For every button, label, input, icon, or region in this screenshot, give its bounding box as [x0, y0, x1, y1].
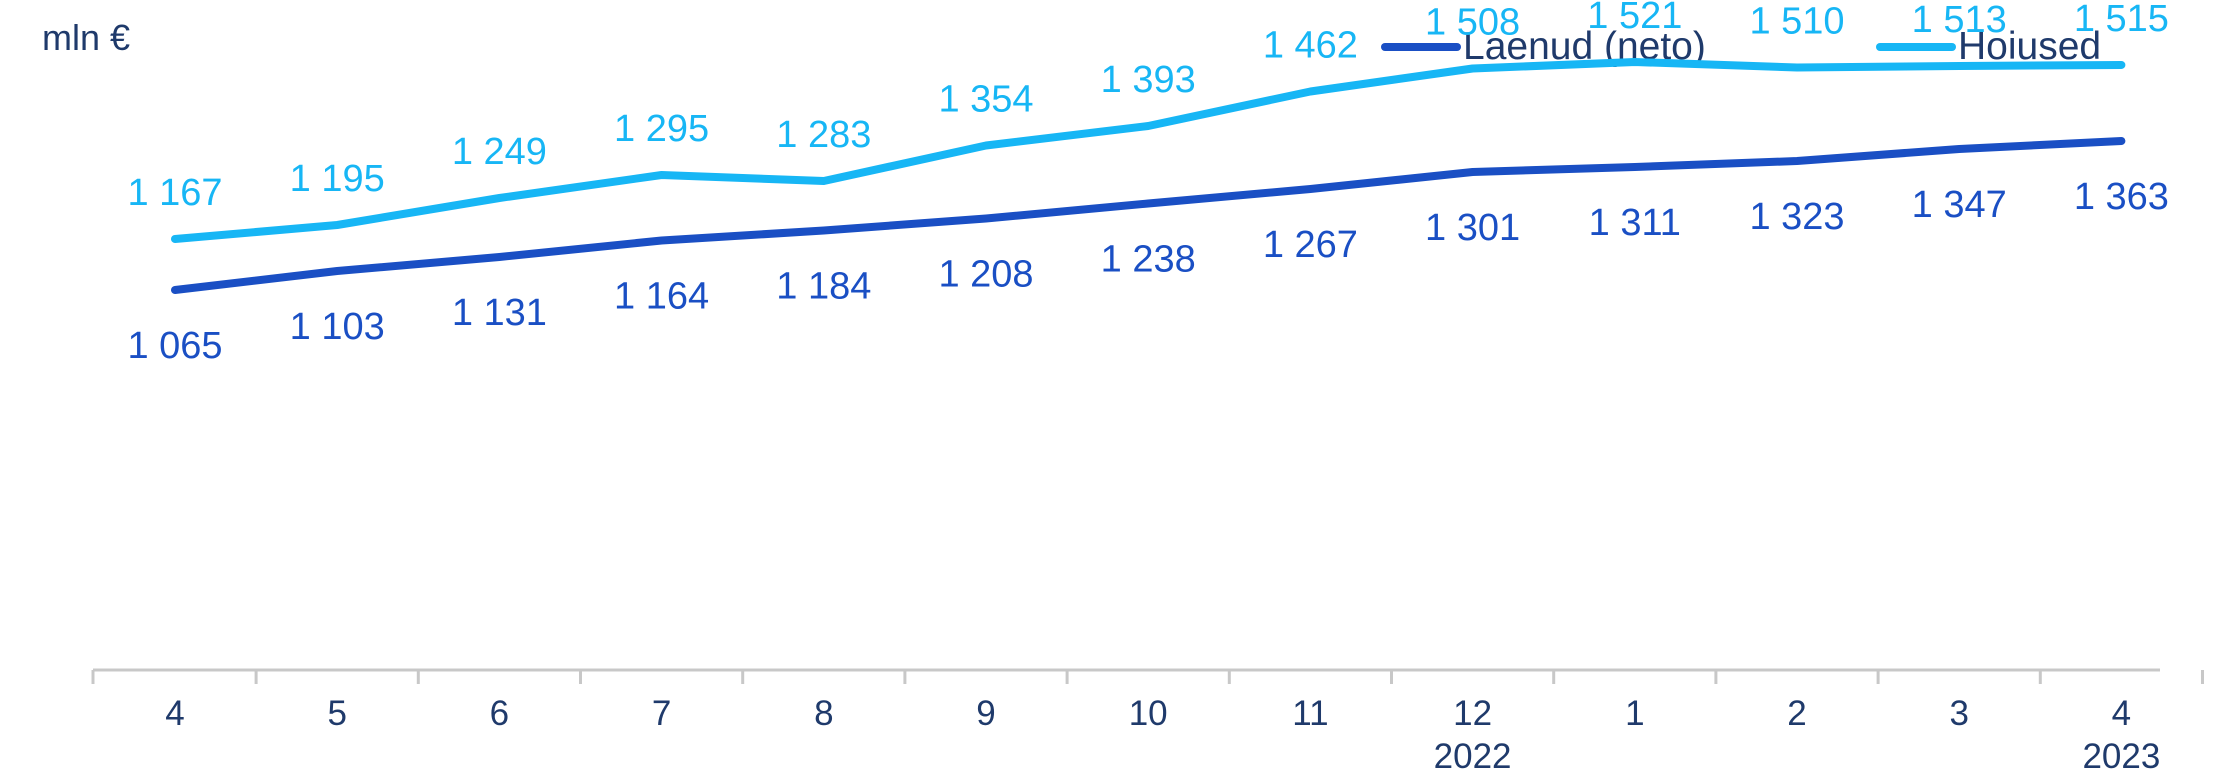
data-label: 1 103 [290, 306, 385, 348]
year-label: 2023 [2082, 737, 2160, 770]
data-label: 1 283 [776, 114, 871, 156]
data-label: 1 164 [614, 276, 709, 318]
data-label: 1 323 [1749, 196, 1844, 238]
x-tick-label: 8 [814, 694, 833, 733]
x-tick-label: 4 [2112, 694, 2131, 733]
x-tick-label: 11 [1292, 694, 1328, 733]
data-label: 1 238 [1101, 239, 1196, 281]
data-label: 1 167 [127, 172, 222, 214]
series-lines [171, 58, 2126, 294]
x-tick-label: 6 [490, 694, 509, 733]
data-label: 1 521 [1587, 0, 1682, 37]
data-label: 1 347 [1912, 184, 2007, 226]
data-label: 1 301 [1425, 207, 1520, 249]
legend-label: Hoiused [1958, 25, 2101, 68]
data-label: 1 515 [2074, 0, 2169, 40]
data-label: 1 393 [1101, 59, 1196, 101]
data-label: 1 295 [614, 108, 709, 150]
data-label: 1 508 [1425, 2, 1520, 44]
series-line-1 [171, 58, 2126, 243]
data-label: 1 184 [776, 266, 871, 308]
data-label: 1 195 [290, 158, 385, 200]
data-label: 1 462 [1263, 25, 1358, 67]
x-tick-label: 4 [165, 694, 184, 733]
series-line-0 [171, 137, 2126, 294]
data-label: 1 513 [1912, 0, 2007, 41]
x-tick-label: 10 [1129, 694, 1168, 733]
data-label: 1 311 [1589, 202, 1681, 244]
data-label: 1 208 [938, 254, 1033, 296]
x-tick-label: 12 [1453, 694, 1492, 733]
data-label: 1 510 [1749, 1, 1844, 43]
data-label: 1 363 [2074, 176, 2169, 218]
data-label: 1 131 [452, 292, 547, 334]
x-tick-label: 9 [976, 694, 995, 733]
data-label: 1 249 [452, 131, 547, 173]
data-label: 1 354 [938, 79, 1033, 121]
x-tick-label: 1 [1625, 694, 1644, 733]
data-labels: 1 065 1 103 1 131 1 164 1 184 1 208 1 238 1 267… [127, 0, 2168, 367]
year-label: 2022 [1434, 737, 1512, 770]
data-label: 1 267 [1263, 224, 1358, 266]
x-tick-label: 2 [1787, 694, 1806, 733]
unit-label: mln € [42, 17, 130, 58]
x-tick-label: 5 [327, 694, 346, 733]
x-tick-label: 3 [1949, 694, 1968, 733]
x-tick-label: 7 [652, 694, 671, 733]
data-label: 1 065 [127, 325, 222, 367]
